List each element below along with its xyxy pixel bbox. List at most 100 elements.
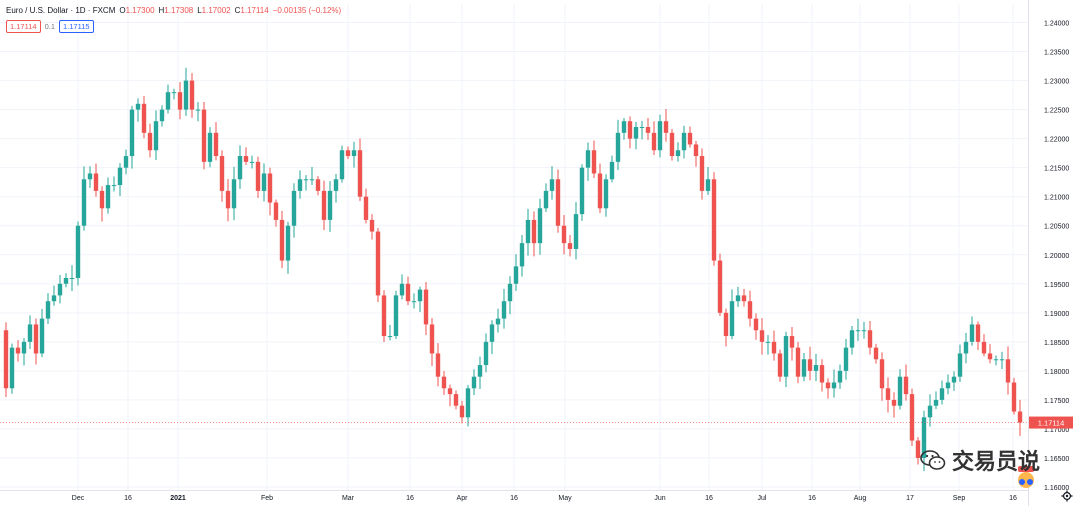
spread-value: 0.1 (44, 22, 55, 31)
candle-body (831, 382, 837, 389)
candle-body (597, 173, 603, 209)
last-price-label: 1.17114 (1038, 419, 1065, 428)
candle-body (465, 388, 471, 418)
candle-body (219, 156, 225, 191)
candle-body (63, 277, 69, 284)
candle-body (357, 150, 363, 197)
candle-body (885, 388, 891, 400)
candle-body (537, 208, 543, 244)
candle-body (651, 132, 657, 151)
candle-body (183, 80, 189, 110)
candle-body (675, 150, 681, 157)
candle-body (9, 347, 15, 389)
candle-body (633, 127, 639, 139)
candle-body (483, 341, 489, 366)
candle-body (663, 121, 669, 133)
candle-body (819, 365, 825, 383)
candle-body (747, 301, 753, 319)
candle-body (411, 301, 417, 303)
candle-body (729, 301, 735, 337)
candle-body (615, 132, 621, 162)
candle-body (693, 144, 699, 157)
last-price-badge (1029, 416, 1073, 429)
ohlc-change: −0.00135 (−0.12%) (272, 6, 342, 15)
candle-body (1011, 382, 1017, 412)
candle-body (171, 92, 177, 94)
candle-body (927, 405, 933, 418)
x-tick-label: Feb (261, 495, 273, 502)
candle-body (147, 132, 153, 151)
candle-body (261, 173, 267, 191)
candle-body (579, 167, 585, 215)
candle-body (981, 341, 987, 354)
x-tick-label: 16 (808, 495, 816, 502)
candle-body (699, 156, 705, 191)
candle-body (297, 179, 303, 191)
candle-body (303, 179, 309, 181)
x-tick-label: Mar (342, 495, 355, 502)
tradingview-logo (1018, 466, 1034, 488)
candle-body (567, 243, 573, 249)
candle-body (345, 150, 351, 157)
bid-button[interactable]: 1.17114 (6, 20, 41, 33)
y-tick-label: 1.18500 (1044, 340, 1069, 347)
candle-body (363, 196, 369, 220)
y-tick-label: 1.20000 (1044, 253, 1069, 260)
x-tick-label: 16 (124, 495, 132, 502)
candle-body (759, 330, 765, 342)
candle-body (33, 324, 39, 354)
candle-body (711, 179, 717, 261)
candle-body (99, 190, 105, 209)
candle-body (21, 341, 27, 354)
candle-body (573, 214, 579, 249)
ask-button[interactable]: 1.17115 (59, 20, 94, 33)
candle-body (189, 80, 195, 110)
candle-body (351, 150, 357, 157)
candle-body (369, 219, 375, 232)
ohlc-open: O1.17300 (119, 6, 155, 15)
candle-body (753, 318, 759, 331)
candle-body (387, 336, 393, 338)
candle-body (159, 109, 165, 122)
candle-body (837, 370, 843, 383)
x-tick-label: 16 (705, 495, 713, 502)
candle-body (939, 388, 945, 400)
candle-body (861, 330, 867, 332)
candle-body (1005, 359, 1011, 383)
candle-body (543, 190, 549, 209)
wechat-icon (920, 450, 946, 470)
ohlc-high: H1.17308 (158, 6, 194, 15)
candle-body (855, 330, 861, 332)
y-tick-label: 1.17000 (1044, 427, 1069, 434)
candle-body (933, 399, 939, 406)
y-tick-label: 1.19500 (1044, 282, 1069, 289)
candle-body (705, 179, 711, 191)
candle-body (105, 185, 111, 209)
candle-body (867, 330, 873, 348)
candle-body (915, 440, 921, 458)
candle-body (999, 359, 1005, 361)
y-tick-label: 1.16000 (1044, 485, 1069, 492)
candle-body (795, 347, 801, 377)
x-tick-label: 16 (1009, 495, 1017, 502)
y-tick-label: 1.24000 (1044, 21, 1069, 28)
candle-body (609, 161, 615, 180)
candle-body (69, 277, 75, 279)
candle-body (765, 341, 771, 343)
settings-gear-icon[interactable] (1061, 490, 1073, 502)
candle-body (849, 330, 855, 348)
candle-body (129, 109, 135, 157)
candle-body (489, 324, 495, 342)
candle-body (75, 225, 81, 278)
candle-body (591, 150, 597, 174)
candle-body (195, 109, 201, 111)
candle-body (807, 359, 813, 371)
ohlc-close: C1.17114 (234, 6, 269, 15)
candle-body (279, 219, 285, 261)
candle-body (621, 121, 627, 133)
candle-body (963, 341, 969, 354)
candle-body (891, 399, 897, 406)
candle-body (771, 341, 777, 354)
